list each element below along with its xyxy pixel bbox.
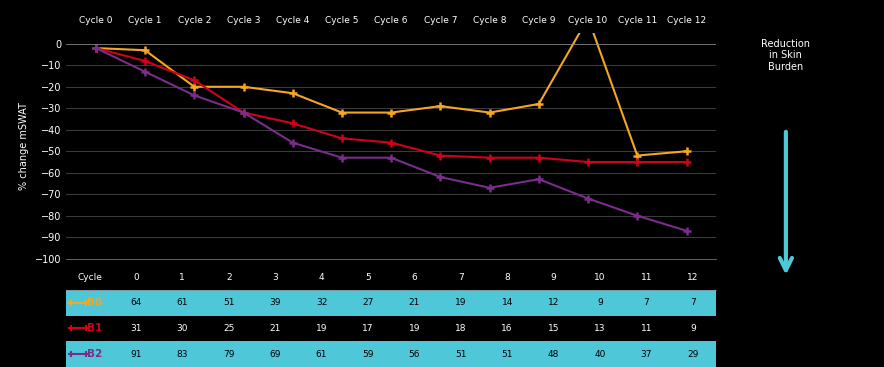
Text: 19: 19 <box>408 324 420 333</box>
Text: Cycle: Cycle <box>77 273 102 281</box>
Text: 27: 27 <box>362 298 374 307</box>
Text: 6: 6 <box>411 273 417 281</box>
Text: 0: 0 <box>133 273 139 281</box>
Bar <box>66 290 716 316</box>
Text: 11: 11 <box>641 324 652 333</box>
Text: 61: 61 <box>177 298 188 307</box>
Y-axis label: % change mSWAT: % change mSWAT <box>19 102 29 190</box>
Text: 12: 12 <box>687 273 698 281</box>
Text: 11: 11 <box>641 273 652 281</box>
Text: 83: 83 <box>177 350 188 359</box>
Text: 51: 51 <box>455 350 467 359</box>
Text: 19: 19 <box>316 324 327 333</box>
Text: 14: 14 <box>501 298 513 307</box>
Text: 21: 21 <box>270 324 281 333</box>
Text: 32: 32 <box>316 298 327 307</box>
Text: 7: 7 <box>458 273 464 281</box>
Text: 25: 25 <box>223 324 234 333</box>
Text: 7: 7 <box>644 298 650 307</box>
Text: 19: 19 <box>455 298 467 307</box>
Text: 29: 29 <box>687 350 698 359</box>
Text: 40: 40 <box>594 350 606 359</box>
Text: 7: 7 <box>690 298 696 307</box>
Text: Reduction
in Skin
Burden: Reduction in Skin Burden <box>761 39 811 72</box>
Text: 10: 10 <box>594 273 606 281</box>
Text: 30: 30 <box>177 324 188 333</box>
Text: 21: 21 <box>408 298 420 307</box>
Bar <box>66 316 716 341</box>
Bar <box>66 264 716 290</box>
Text: 18: 18 <box>455 324 467 333</box>
Text: 4: 4 <box>319 273 324 281</box>
Text: 56: 56 <box>408 350 420 359</box>
Text: 51: 51 <box>501 350 513 359</box>
Text: 37: 37 <box>641 350 652 359</box>
Text: 12: 12 <box>548 298 560 307</box>
Text: 9: 9 <box>690 324 696 333</box>
Text: 2: 2 <box>226 273 232 281</box>
Text: 3: 3 <box>272 273 278 281</box>
Text: 51: 51 <box>223 298 234 307</box>
Text: 5: 5 <box>365 273 371 281</box>
Text: 69: 69 <box>270 350 281 359</box>
Text: 9: 9 <box>597 298 603 307</box>
Text: 8: 8 <box>504 273 510 281</box>
Text: 39: 39 <box>270 298 281 307</box>
Text: 1: 1 <box>179 273 186 281</box>
Text: 9: 9 <box>551 273 557 281</box>
Text: 17: 17 <box>362 324 374 333</box>
Text: B2: B2 <box>87 349 102 359</box>
Text: 31: 31 <box>130 324 141 333</box>
Text: 64: 64 <box>130 298 141 307</box>
Text: 61: 61 <box>316 350 327 359</box>
Text: 48: 48 <box>548 350 560 359</box>
Text: 59: 59 <box>362 350 374 359</box>
Text: 79: 79 <box>223 350 234 359</box>
Text: 91: 91 <box>130 350 141 359</box>
Text: B0: B0 <box>87 298 102 308</box>
Text: 13: 13 <box>594 324 606 333</box>
Text: 15: 15 <box>548 324 560 333</box>
Bar <box>66 341 716 367</box>
Text: 16: 16 <box>501 324 513 333</box>
Text: B1: B1 <box>87 323 102 334</box>
